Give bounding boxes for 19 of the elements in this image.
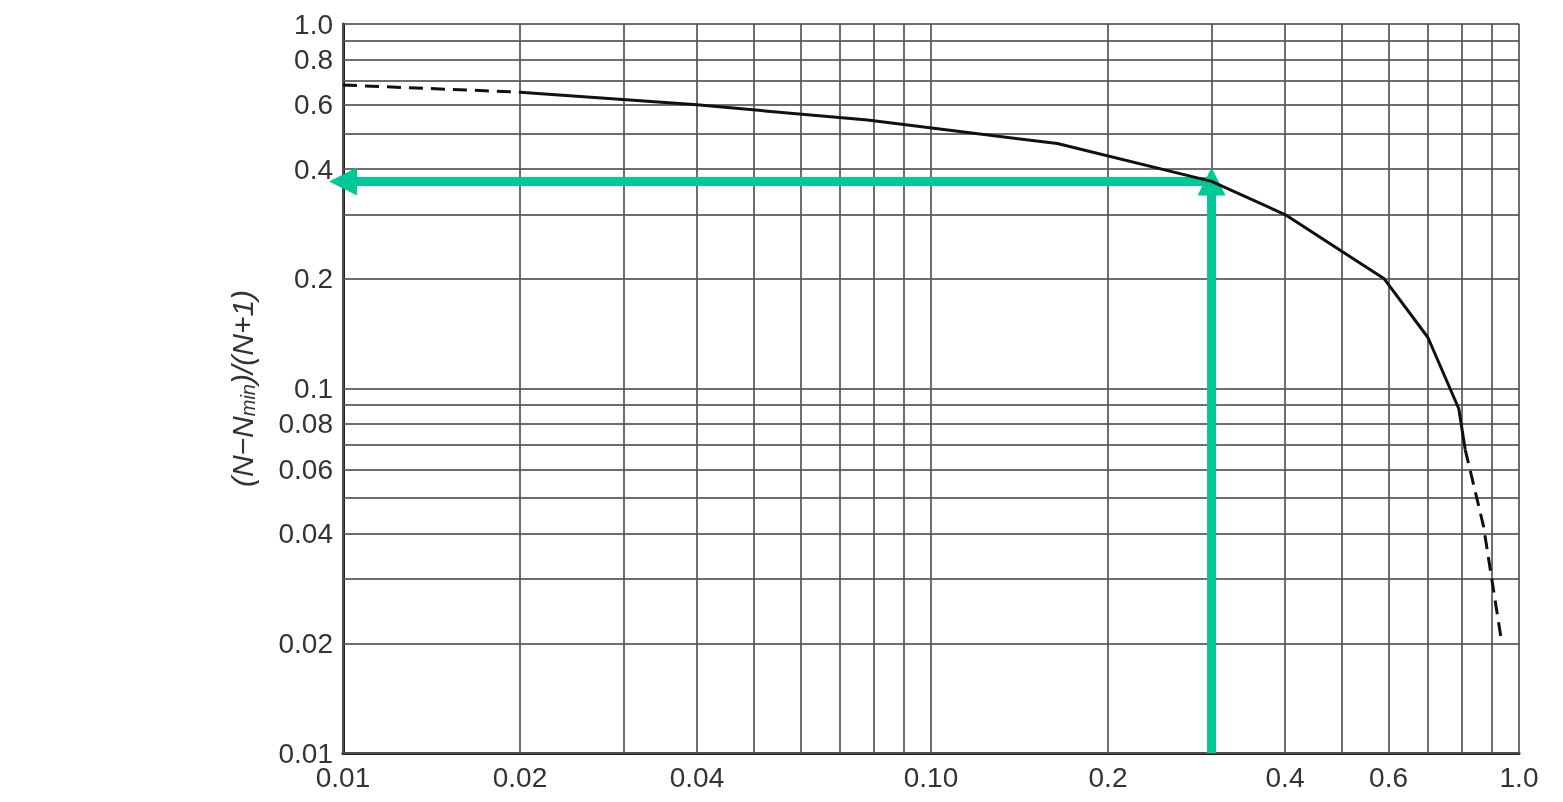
- y-tick-label: 0.08: [278, 408, 333, 440]
- y-tick-label: 1.0: [294, 8, 333, 40]
- x-tick-label: 0.6: [1369, 761, 1409, 793]
- y-tick-label: 0.01: [278, 737, 333, 769]
- x-tick-label: 0.04: [669, 761, 725, 793]
- x-tick-label: 0.2: [1088, 761, 1128, 793]
- y-tick-label: 0.06: [278, 453, 333, 485]
- y-axis-title: (N−Nmin)/(N+1): [225, 289, 259, 488]
- y-tick-label: 0.8: [294, 43, 333, 75]
- y-tick-label: 0.1: [294, 373, 333, 404]
- y-tick-label: 0.6: [294, 89, 333, 121]
- x-tick-label: 0.02: [492, 761, 548, 793]
- y-tick-label: 0.02: [278, 627, 333, 659]
- x-tick-label: 1.0: [1499, 761, 1539, 793]
- y-tick-label: 0.4: [294, 153, 333, 185]
- y-tick-label: 0.04: [278, 518, 333, 550]
- x-tick-label: 0.10: [903, 761, 959, 793]
- y-tick-label: 0.2: [294, 263, 333, 295]
- x-tick-label: 0.4: [1265, 761, 1305, 793]
